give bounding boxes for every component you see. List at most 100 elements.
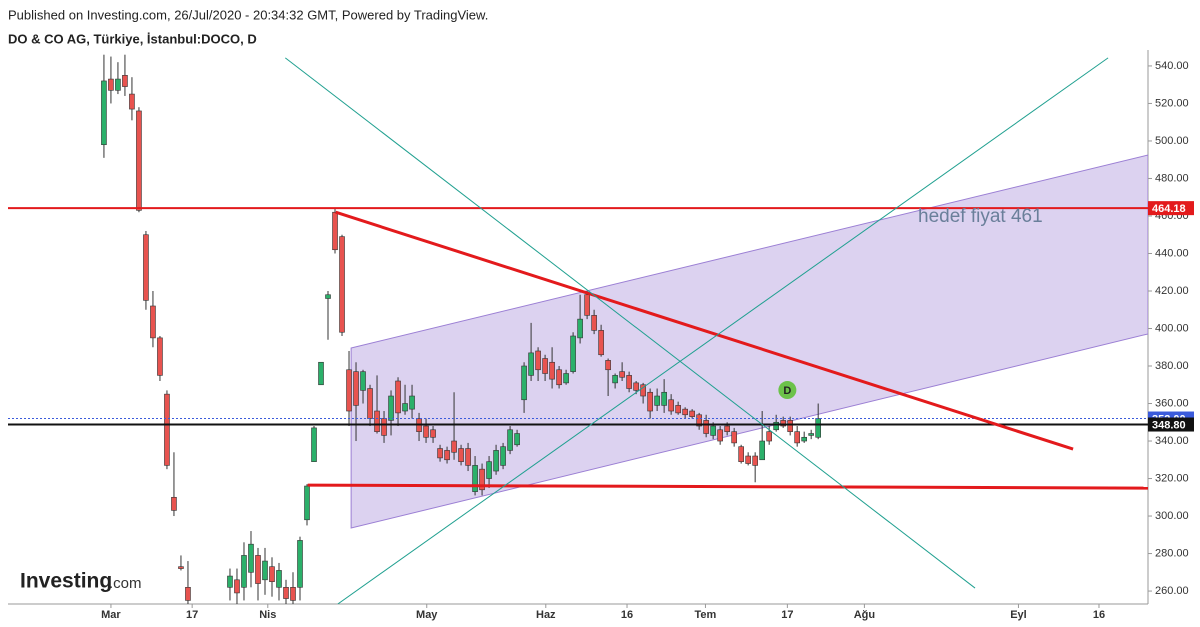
candle-body <box>584 294 590 316</box>
candle-body <box>612 375 618 384</box>
trend-line <box>284 57 976 589</box>
candle-body <box>451 440 457 453</box>
candle-body <box>787 420 793 432</box>
price-label: 464.18 <box>1152 203 1186 215</box>
x-tick-label: Haz <box>536 609 556 621</box>
candle-body <box>654 395 660 406</box>
event-label: D <box>783 385 791 397</box>
candle-body <box>647 391 653 412</box>
x-tick-label: 16 <box>621 609 633 621</box>
candle-body <box>528 352 534 376</box>
x-tick-label: 16 <box>1093 609 1105 621</box>
candle-body <box>780 420 786 427</box>
candle-body <box>535 350 541 371</box>
candle-body <box>101 80 107 146</box>
candle-body <box>381 418 387 436</box>
candle-body <box>290 587 296 601</box>
trend-line <box>335 210 1074 451</box>
price-label: 348.80 <box>1152 419 1186 431</box>
published-line: Published on Investing.com, 26/Jul/2020 … <box>8 7 488 22</box>
plot-area <box>8 54 1148 604</box>
y-tick-label: 320.00 <box>1155 472 1189 484</box>
candle-body <box>521 365 527 401</box>
candle-body <box>675 405 681 414</box>
candle-body <box>556 369 562 386</box>
y-tick-label: 540.00 <box>1155 60 1189 72</box>
candle-body <box>353 371 359 406</box>
y-tick-label: 280.00 <box>1155 547 1189 559</box>
price-label-box <box>1148 201 1194 216</box>
candle-body <box>269 566 275 582</box>
candle-body <box>570 335 576 372</box>
candle-body <box>815 418 821 438</box>
candle-body <box>374 410 380 432</box>
candle-body <box>759 440 765 461</box>
candle-body <box>255 555 261 584</box>
x-tick-label: 17 <box>781 609 793 621</box>
y-tick-label: 440.00 <box>1155 247 1189 259</box>
candle-body <box>738 446 744 462</box>
candle-body <box>605 360 611 371</box>
candle-body <box>794 431 800 444</box>
candle-body <box>465 448 471 466</box>
candle-body <box>437 448 443 459</box>
candle-body <box>318 361 324 386</box>
candle-body <box>696 414 702 427</box>
candle-body <box>234 579 240 594</box>
candle-body <box>122 75 128 87</box>
candle-body <box>808 433 814 436</box>
candle-body <box>626 375 632 389</box>
candle-body <box>283 587 289 599</box>
candle-body <box>507 429 513 451</box>
candle-body <box>598 330 604 356</box>
channel <box>350 154 1148 529</box>
candle-body <box>157 337 163 376</box>
candle-body <box>619 371 625 378</box>
candle-body <box>500 446 506 466</box>
candle-body <box>143 234 149 301</box>
logo-suffix: .com <box>109 575 142 592</box>
candle-body <box>185 587 191 601</box>
symbol-title: DO & CO AG, Türkiye, İstanbul:DOCO, D <box>8 31 257 46</box>
candle-body <box>395 380 401 414</box>
trend-line <box>307 483 1148 490</box>
candle-body <box>563 373 569 384</box>
candle-body <box>227 575 233 588</box>
candle-body <box>409 395 415 410</box>
candle-body <box>444 450 450 461</box>
candle-body <box>297 540 303 588</box>
trend-line <box>337 57 1109 604</box>
y-tick-label: 260.00 <box>1155 585 1189 597</box>
x-tick-label: 17 <box>186 609 198 621</box>
y-tick-label: 520.00 <box>1155 97 1189 109</box>
y-tick-label: 420.00 <box>1155 285 1189 297</box>
candle-body <box>479 468 485 491</box>
y-tick-label: 360.00 <box>1155 397 1189 409</box>
y-tick-label: 500.00 <box>1155 135 1189 147</box>
candle-body <box>731 431 737 444</box>
candle-body <box>164 393 170 466</box>
candle-body <box>311 427 317 462</box>
logo-brand: Investing <box>20 570 112 593</box>
candle-body <box>752 455 758 466</box>
candle-body <box>633 382 639 391</box>
candle-body <box>458 448 464 462</box>
candle-body <box>801 436 807 442</box>
candle-body <box>430 429 436 438</box>
candle-body <box>346 369 352 412</box>
candle-body <box>178 566 184 569</box>
candle-body <box>171 496 177 511</box>
candle-body <box>367 388 373 419</box>
x-tick-label: Tem <box>695 609 717 621</box>
y-tick-label: 480.00 <box>1155 172 1189 184</box>
candle-body <box>689 410 695 417</box>
y-tick-label: 300.00 <box>1155 510 1189 522</box>
candle-body <box>332 211 338 251</box>
candle-body <box>108 78 114 91</box>
candle-body <box>549 361 555 380</box>
candle-body <box>241 555 247 588</box>
x-tick-label: Nis <box>259 609 276 621</box>
candle-body <box>360 371 366 391</box>
candle-body <box>542 358 548 374</box>
